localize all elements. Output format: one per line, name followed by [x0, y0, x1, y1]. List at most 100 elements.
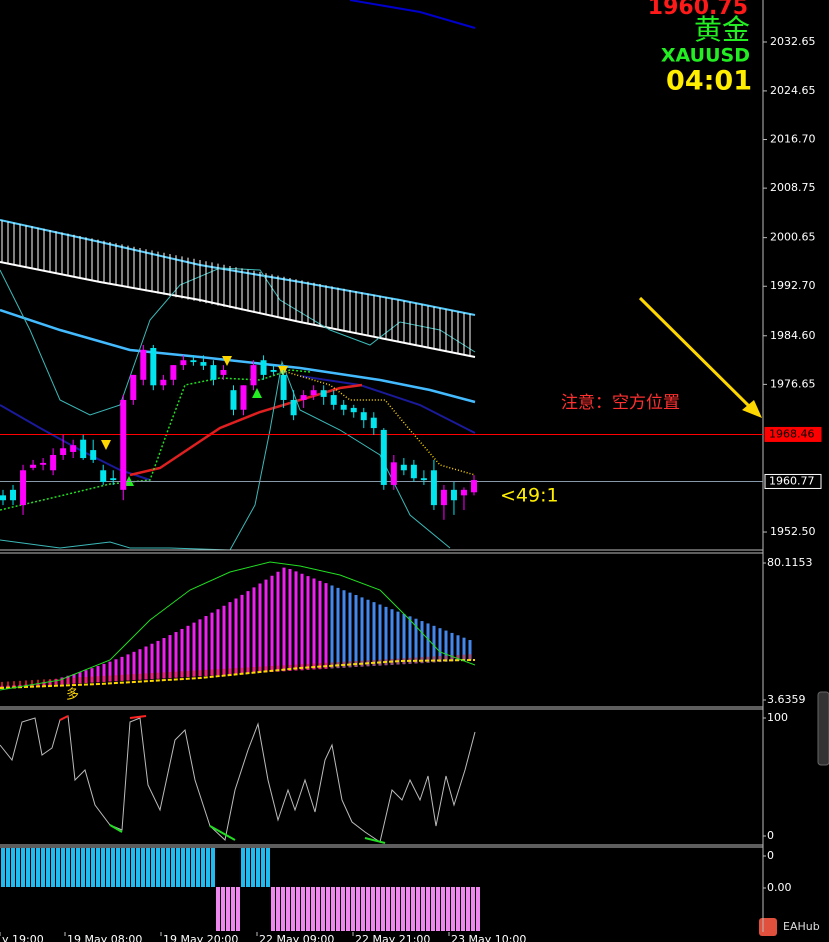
- candle-body: [230, 390, 237, 410]
- state-bar: [206, 848, 210, 887]
- x-tick-label: 23 May 10:00: [451, 933, 526, 942]
- signal-arrow: [252, 388, 262, 398]
- candle-body: [140, 349, 147, 380]
- state-bar: [181, 848, 185, 887]
- state-bar: [126, 848, 130, 887]
- signal-arrow: [222, 356, 232, 366]
- state-bar: [141, 848, 145, 887]
- state-bar: [441, 887, 445, 931]
- oscillator-trough: [109, 824, 123, 833]
- y-tick-label: 2032.65: [770, 35, 816, 48]
- x-tick-label: 22 May 21:00: [355, 933, 430, 942]
- state-bar: [96, 848, 100, 887]
- annotation: <49:1: [500, 485, 559, 507]
- state-bar: [16, 848, 20, 887]
- y-tick-label: 100: [767, 711, 788, 724]
- state-bar: [121, 848, 125, 887]
- state-bar: [386, 887, 390, 931]
- candle-body: [160, 379, 167, 386]
- state-bar: [326, 887, 330, 931]
- band-lower: [0, 360, 451, 551]
- state-bar: [381, 887, 385, 931]
- state-bar: [11, 848, 15, 887]
- oscillator-trough: [209, 825, 236, 841]
- state-bar: [106, 848, 110, 887]
- candle-body: [430, 470, 437, 506]
- state-bar: [246, 848, 250, 887]
- ma-line: [0, 404, 151, 481]
- candle-body: [270, 370, 277, 372]
- state-bar: [301, 887, 305, 931]
- candle-body: [280, 374, 287, 400]
- state-bar: [421, 887, 425, 931]
- state-bar: [331, 887, 335, 931]
- candle-body: [0, 495, 6, 501]
- cloud-lower: [0, 261, 476, 358]
- y-tick-label: 1952.50: [770, 525, 816, 538]
- candle-body: [440, 489, 447, 506]
- y-tick-label: 1976.65: [770, 377, 816, 390]
- state-bar: [446, 887, 450, 931]
- candle-body: [340, 404, 347, 410]
- price-tag-label: 1960.77: [769, 474, 815, 487]
- state-bar: [321, 887, 325, 931]
- y-tick-label: 0.00: [767, 881, 792, 894]
- candle-body: [20, 470, 27, 506]
- y-tick-label: 2008.75: [770, 181, 816, 194]
- state-bar: [66, 848, 70, 887]
- state-bar: [351, 887, 355, 931]
- state-bar: [56, 848, 60, 887]
- state-bar: [191, 848, 195, 887]
- state-bar: [91, 848, 95, 887]
- state-bar: [51, 848, 55, 887]
- state-bar: [31, 848, 35, 887]
- y-tick-label: 2024.65: [770, 84, 816, 97]
- candle-body: [40, 462, 47, 465]
- candle-body: [290, 399, 297, 416]
- candle-body: [190, 360, 197, 363]
- state-bar: [466, 887, 470, 931]
- y-tick-label: 2000.65: [770, 231, 816, 244]
- state-bar: [346, 887, 350, 931]
- candle-body: [70, 445, 77, 452]
- candle-body: [130, 374, 137, 400]
- scrollbar[interactable]: [817, 691, 829, 766]
- state-bar: [426, 887, 430, 931]
- state-bar: [241, 848, 245, 887]
- envelope-line: [0, 561, 476, 691]
- state-bar: [236, 887, 240, 931]
- candle-body: [60, 448, 67, 455]
- symbol-price: 1960.75: [648, 0, 748, 20]
- symbol: XAUUSD: [661, 45, 750, 67]
- watermark: EAHub: [783, 920, 820, 933]
- state-bar: [61, 848, 65, 887]
- state-bar: [131, 848, 135, 887]
- state-bar: [86, 848, 90, 887]
- ma-line: [299, 375, 476, 434]
- candle-body: [310, 390, 317, 396]
- state-bar: [366, 887, 370, 931]
- state-bar: [211, 848, 215, 887]
- band-upper: [0, 267, 476, 416]
- candle-body: [410, 464, 417, 479]
- candle-body: [200, 362, 207, 366]
- signal-arrow: [278, 366, 288, 376]
- state-bar: [316, 887, 320, 931]
- state-bar: [216, 887, 220, 931]
- state-bar: [266, 848, 270, 887]
- candle-body: [300, 395, 307, 400]
- oscillator-line: [0, 715, 476, 843]
- state-bar: [406, 887, 410, 931]
- state-bar: [411, 887, 415, 931]
- symbol-name: 黄金: [694, 13, 750, 46]
- candle-body: [350, 407, 357, 413]
- signal-arrow: [101, 440, 111, 450]
- y-tick-label: 1984.60: [770, 329, 816, 342]
- candle-body: [80, 439, 87, 459]
- candle-body: [330, 395, 337, 405]
- candle-body: [260, 360, 267, 375]
- state-bar: [166, 848, 170, 887]
- state-bar: [461, 887, 465, 931]
- state-bar: [156, 848, 160, 887]
